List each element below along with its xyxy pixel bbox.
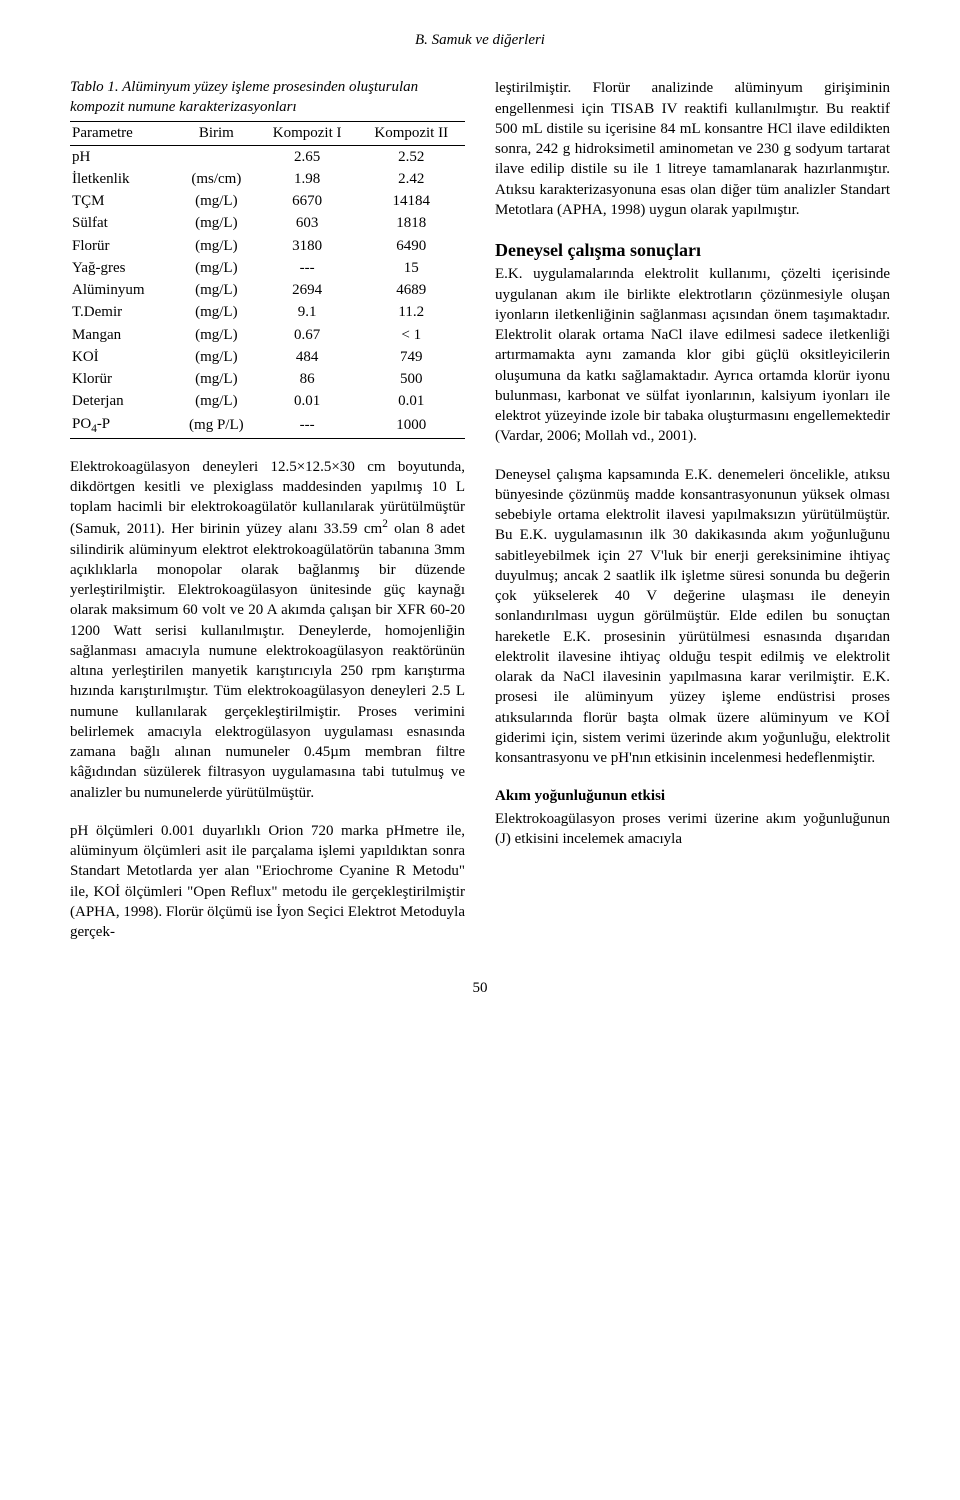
table-row: Yağ-gres(mg/L)---15 xyxy=(70,257,465,279)
cell: (mg/L) xyxy=(176,257,257,279)
table-row: Florür(mg/L)31806490 xyxy=(70,235,465,257)
cell: 3180 xyxy=(257,235,358,257)
data-table: Parametre Birim Kompozit I Kompozit II p… xyxy=(70,121,465,438)
col-parametre: Parametre xyxy=(70,122,176,145)
running-header: B. Samuk ve diğerleri xyxy=(70,30,890,50)
cell: (mg/L) xyxy=(176,368,257,390)
col-komp2: Kompozit II xyxy=(357,122,465,145)
cell: (mg/L) xyxy=(176,390,257,412)
text: olan 8 adet silindirik alüminyum elektro… xyxy=(70,521,465,800)
cell: 484 xyxy=(257,346,358,368)
table-row: KOİ(mg/L)484749 xyxy=(70,346,465,368)
cell-po4: PO4-P xyxy=(70,413,176,439)
cell: 749 xyxy=(357,346,465,368)
cell: 2694 xyxy=(257,279,358,301)
table-row: Alüminyum(mg/L)26944689 xyxy=(70,279,465,301)
cell: (mg/L) xyxy=(176,235,257,257)
cell: Klorür xyxy=(70,368,176,390)
right-para-4: Elektrokoagülasyon proses verimi üzerine… xyxy=(495,809,890,850)
col-birim: Birim xyxy=(176,122,257,145)
cell: Mangan xyxy=(70,324,176,346)
table-row: PO4-P(mg P/L)---1000 xyxy=(70,413,465,439)
right-para-3: Deneysel çalışma kapsamında E.K. denemel… xyxy=(495,465,890,769)
table-row: pH 2.652.52 xyxy=(70,145,465,168)
cell: (ms/cm) xyxy=(176,168,257,190)
cell: 6670 xyxy=(257,190,358,212)
table-row: Mangan(mg/L)0.67< 1 xyxy=(70,324,465,346)
table-body: pH 2.652.52 İletkenlik(ms/cm)1.982.42 TÇM… xyxy=(70,145,465,438)
table-row: Deterjan(mg/L)0.010.01 xyxy=(70,390,465,412)
cell: 4689 xyxy=(357,279,465,301)
cell: (mg/L) xyxy=(176,190,257,212)
cell xyxy=(176,145,257,168)
cell: (mg P/L) xyxy=(176,413,257,439)
cell: Yağ-gres xyxy=(70,257,176,279)
cell: pH xyxy=(70,145,176,168)
cell: 0.01 xyxy=(257,390,358,412)
cell: 2.42 xyxy=(357,168,465,190)
cell: 86 xyxy=(257,368,358,390)
cell: Alüminyum xyxy=(70,279,176,301)
cell: 14184 xyxy=(357,190,465,212)
table-header-row: Parametre Birim Kompozit I Kompozit II xyxy=(70,122,465,145)
right-para-2: E.K. uygulamalarında elektrolit kullanım… xyxy=(495,264,890,446)
right-para-1: leştirilmiştir. Florür analizinde alümin… xyxy=(495,78,890,220)
table-row: Klorür(mg/L)86500 xyxy=(70,368,465,390)
cell: --- xyxy=(257,257,358,279)
cell: 500 xyxy=(357,368,465,390)
table-row: Sülfat(mg/L)6031818 xyxy=(70,212,465,234)
cell: 603 xyxy=(257,212,358,234)
table-row: TÇM(mg/L)667014184 xyxy=(70,190,465,212)
two-column-layout: Tablo 1. Alüminyum yüzey işleme prosesin… xyxy=(70,78,890,942)
cell: (mg/L) xyxy=(176,212,257,234)
cell: 0.67 xyxy=(257,324,358,346)
cell: (mg/L) xyxy=(176,324,257,346)
cell: 0.01 xyxy=(357,390,465,412)
subsection-heading: Akım yoğunluğunun etkisi xyxy=(495,786,890,806)
cell: Florür xyxy=(70,235,176,257)
left-para-2: pH ölçümleri 0.001 duyarlıklı Orion 720 … xyxy=(70,821,465,943)
col-komp1: Kompozit I xyxy=(257,122,358,145)
cell: KOİ xyxy=(70,346,176,368)
right-column: leştirilmiştir. Florür analizinde alümin… xyxy=(495,78,890,942)
cell: 1000 xyxy=(357,413,465,439)
cell: 6490 xyxy=(357,235,465,257)
cell: (mg/L) xyxy=(176,346,257,368)
cell: T.Demir xyxy=(70,301,176,323)
cell: 9.1 xyxy=(257,301,358,323)
section-heading: Deneysel çalışma sonuçları xyxy=(495,238,890,262)
left-para-1: Elektrokoagülasyon deneyleri 12.5×12.5×3… xyxy=(70,457,465,803)
cell: 1.98 xyxy=(257,168,358,190)
page-number: 50 xyxy=(70,978,890,998)
table-row: İletkenlik(ms/cm)1.982.42 xyxy=(70,168,465,190)
table-caption: Tablo 1. Alüminyum yüzey işleme prosesin… xyxy=(70,78,465,117)
table-row: T.Demir(mg/L)9.111.2 xyxy=(70,301,465,323)
cell: 11.2 xyxy=(357,301,465,323)
cell: < 1 xyxy=(357,324,465,346)
cell: TÇM xyxy=(70,190,176,212)
cell: --- xyxy=(257,413,358,439)
cell: 2.52 xyxy=(357,145,465,168)
cell: 15 xyxy=(357,257,465,279)
cell: Deterjan xyxy=(70,390,176,412)
cell: 2.65 xyxy=(257,145,358,168)
cell: (mg/L) xyxy=(176,279,257,301)
cell: İletkenlik xyxy=(70,168,176,190)
cell: Sülfat xyxy=(70,212,176,234)
cell: (mg/L) xyxy=(176,301,257,323)
cell: 1818 xyxy=(357,212,465,234)
left-column: Tablo 1. Alüminyum yüzey işleme prosesin… xyxy=(70,78,465,942)
